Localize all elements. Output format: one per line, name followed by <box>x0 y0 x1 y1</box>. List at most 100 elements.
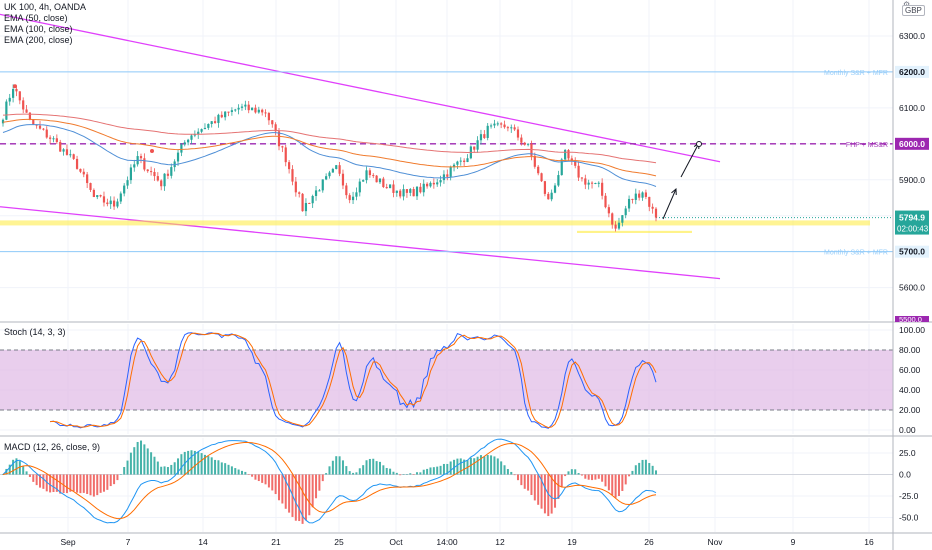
macd-histogram-bar <box>203 454 206 475</box>
macd-histogram-bar <box>570 469 573 475</box>
legend-stoch[interactable]: Stoch (14, 3, 3) <box>4 327 66 337</box>
candle-body <box>28 112 32 120</box>
macd-histogram-bar <box>32 474 35 482</box>
candle-body <box>533 155 536 167</box>
macd-histogram-bar <box>28 474 31 477</box>
macd-histogram-bar <box>399 474 402 476</box>
legend-macd[interactable]: MACD (12, 26, close, 9) <box>4 442 101 452</box>
candle-body <box>224 111 227 118</box>
legend-ema200[interactable]: EMA (200, close) <box>4 35 73 45</box>
candle-body <box>180 144 183 153</box>
macd-legend[interactable]: MACD (12, 26, close, 9) <box>4 442 100 453</box>
macd-histogram-bar <box>294 474 297 521</box>
candle-body <box>503 124 506 128</box>
candle-body <box>79 168 82 172</box>
macd-histogram-bar <box>99 474 102 493</box>
candle-body <box>59 141 62 152</box>
candle-body <box>601 182 604 196</box>
candle-body <box>506 127 509 129</box>
macd-histogram-bar <box>516 474 519 481</box>
currency-badge[interactable]: GBP <box>902 5 925 16</box>
macd-histogram-bar <box>490 455 493 475</box>
macd-histogram-bar <box>547 474 550 517</box>
candle-body <box>139 156 143 159</box>
candle-body <box>365 170 368 181</box>
candle-body <box>641 192 644 198</box>
macd-histogram-bar <box>328 466 331 475</box>
macd-histogram-bar <box>140 440 143 475</box>
macd-histogram-bar <box>426 468 429 475</box>
candle-body <box>604 195 607 208</box>
candle-body <box>483 134 486 138</box>
price-tick-label: 6300.0 <box>899 31 925 41</box>
time-tick-label: Sep <box>60 537 75 547</box>
ema200-line <box>2 113 657 164</box>
macd-histogram-bar <box>92 474 95 497</box>
macd-histogram-bar <box>45 474 48 492</box>
candle-body <box>426 183 429 187</box>
candle-body <box>207 124 210 128</box>
macd-histogram-bar <box>601 474 604 482</box>
candle-body <box>516 129 520 138</box>
legend-ema50[interactable]: EMA (50, close) <box>4 13 68 23</box>
macd-histogram-bar <box>55 474 58 492</box>
macd-histogram-bar <box>220 462 223 475</box>
macd-histogram-bar <box>89 474 92 496</box>
stoch-tick-label: 80.00 <box>899 345 921 355</box>
candle-body <box>244 104 247 107</box>
macd-histogram-bar <box>153 456 156 475</box>
candle-body <box>597 182 600 184</box>
legend-symbol[interactable]: UK 100, 4h, OANDA <box>4 2 87 12</box>
candle-body <box>624 208 627 216</box>
candle-body <box>621 215 624 223</box>
macd-histogram-bar <box>449 461 452 475</box>
time-tick-label: 14:00 <box>436 537 458 547</box>
macd-histogram-bar <box>96 474 99 496</box>
candle-body <box>5 101 8 120</box>
macd-histogram-bar <box>409 473 412 475</box>
support-zone-small <box>577 230 692 233</box>
candle-body <box>106 202 109 205</box>
candle-body <box>466 158 469 162</box>
macd-histogram-bar <box>537 474 540 505</box>
macd-histogram-bar <box>72 474 75 492</box>
candle-body <box>543 181 547 194</box>
macd-histogram-bar <box>123 467 126 475</box>
macd-histogram-bar <box>372 458 375 475</box>
macd-histogram-bar <box>628 474 631 477</box>
candle-body <box>213 121 217 123</box>
macd-histogram-bar <box>358 468 361 475</box>
macd-histogram-bar <box>42 474 45 489</box>
candle-body <box>537 166 540 174</box>
price-marker <box>895 137 929 150</box>
candle-body <box>288 162 291 170</box>
stoch-legend[interactable]: Stoch (14, 3, 3) <box>4 327 66 338</box>
candle-body <box>321 179 324 191</box>
macd-histogram-bar <box>513 474 516 476</box>
candle-body <box>240 106 244 108</box>
candle-body <box>176 152 180 162</box>
macd-histogram-bar <box>106 474 109 490</box>
macd-histogram-bar <box>234 468 237 475</box>
candle-body <box>318 190 321 192</box>
macd-histogram-bar <box>352 472 355 475</box>
macd-histogram-bar <box>523 474 526 489</box>
macd-histogram-bar <box>567 471 570 475</box>
candle-body <box>590 182 594 184</box>
candle-body <box>156 176 159 181</box>
macd-histogram-bar <box>564 474 567 477</box>
candle-body <box>456 161 459 165</box>
candle-body <box>567 149 570 159</box>
candle-body <box>463 160 466 162</box>
macd-histogram-bar <box>200 453 203 475</box>
macd-histogram-bar <box>247 474 250 475</box>
macd-histogram-bar <box>217 460 220 475</box>
macd-histogram-bar <box>395 472 398 475</box>
legend-ema100[interactable]: EMA (100, close) <box>4 24 73 34</box>
candle-body <box>38 125 42 129</box>
macd-histogram-bar <box>281 474 284 504</box>
macd-histogram-bar <box>257 474 260 482</box>
gear-icon[interactable]: ⚙ <box>903 0 910 9</box>
macd-histogram-bar <box>345 466 348 475</box>
